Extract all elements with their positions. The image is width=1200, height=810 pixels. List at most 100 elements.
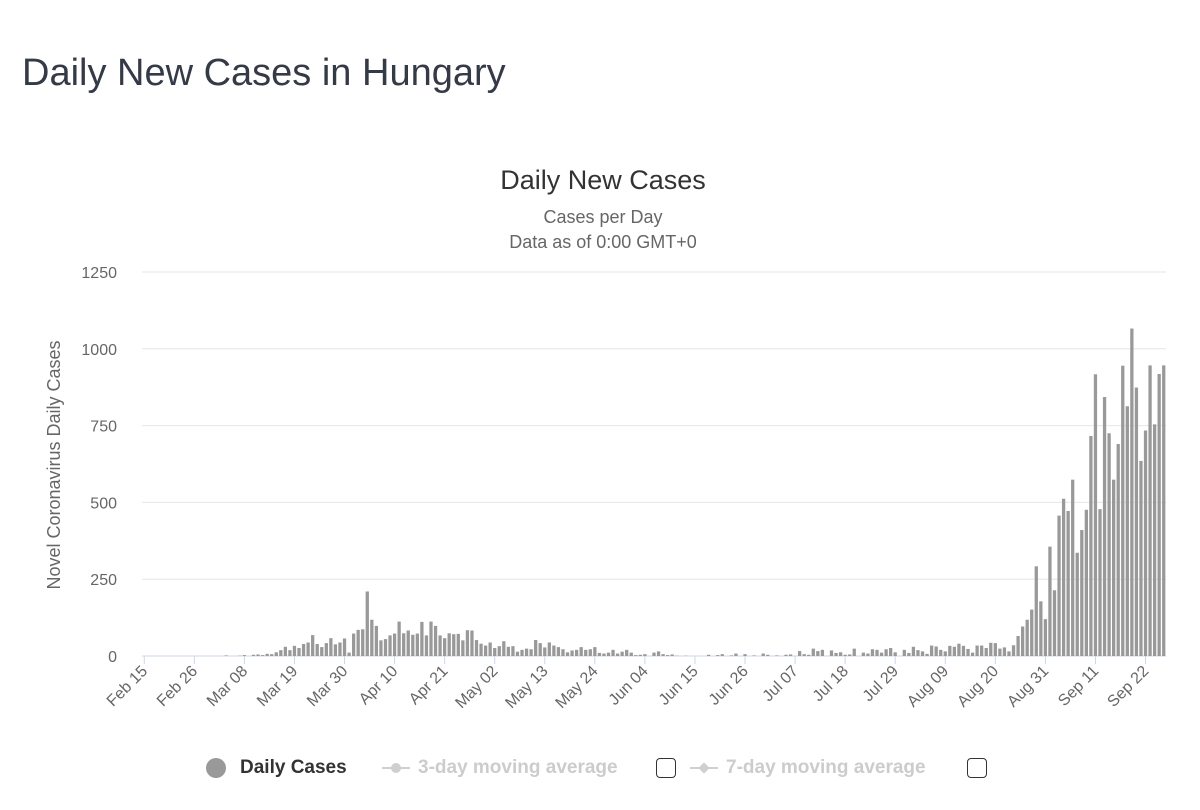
daily-cases-bar[interactable] <box>424 635 429 656</box>
daily-cases-bar[interactable] <box>479 643 483 656</box>
daily-cases-bar[interactable] <box>980 645 984 656</box>
daily-cases-bar[interactable] <box>470 630 474 657</box>
daily-cases-bar[interactable] <box>889 648 893 656</box>
daily-cases-bar[interactable] <box>351 633 356 656</box>
daily-cases-bar[interactable] <box>274 652 278 656</box>
daily-cases-bar[interactable] <box>720 654 724 656</box>
daily-cases-bar[interactable] <box>966 648 970 656</box>
daily-cases-bar[interactable] <box>383 639 388 656</box>
daily-cases-bar[interactable] <box>1066 511 1070 656</box>
daily-cases-bar[interactable] <box>392 633 397 656</box>
daily-cases-bar[interactable] <box>270 654 274 656</box>
daily-cases-bar[interactable] <box>506 646 511 656</box>
daily-cases-bar[interactable] <box>943 651 947 656</box>
daily-cases-bar[interactable] <box>415 633 419 656</box>
daily-cases-bar[interactable] <box>374 625 379 656</box>
daily-cases-bar[interactable] <box>611 649 615 656</box>
daily-cases-bar[interactable] <box>875 649 879 656</box>
daily-cases-bar[interactable] <box>1057 515 1061 656</box>
daily-cases-bar[interactable] <box>565 652 570 656</box>
daily-cases-bar[interactable] <box>1034 566 1038 656</box>
daily-cases-bar[interactable] <box>242 655 247 656</box>
daily-cases-bar[interactable] <box>297 648 301 656</box>
daily-cases-bar[interactable] <box>879 652 884 656</box>
daily-cases-bar[interactable] <box>884 649 888 656</box>
daily-cases-bar[interactable] <box>483 645 488 656</box>
daily-cases-bar[interactable] <box>993 643 997 656</box>
daily-cases-bar[interactable] <box>802 654 806 656</box>
daily-cases-bar[interactable] <box>347 652 351 656</box>
daily-cases-bar[interactable] <box>798 651 802 656</box>
daily-cases-bar[interactable] <box>656 651 661 656</box>
daily-cases-bar[interactable] <box>1143 430 1148 656</box>
daily-cases-bar[interactable] <box>975 645 979 656</box>
daily-cases-bar[interactable] <box>429 621 433 656</box>
daily-cases-bar[interactable] <box>989 642 993 656</box>
daily-cases-bar[interactable] <box>916 650 920 656</box>
daily-cases-bar[interactable] <box>1048 546 1052 656</box>
daily-cases-bar[interactable] <box>1130 328 1134 656</box>
daily-cases-bar[interactable] <box>861 652 865 656</box>
daily-cases-bar[interactable] <box>1098 509 1102 656</box>
daily-cases-bar[interactable] <box>1021 626 1025 656</box>
daily-cases-bar[interactable] <box>465 630 470 656</box>
daily-cases-bar[interactable] <box>961 645 966 656</box>
daily-cases-bar[interactable] <box>843 654 847 656</box>
daily-cases-bar[interactable] <box>443 638 447 656</box>
daily-cases-bar[interactable] <box>1016 636 1020 656</box>
daily-cases-bar[interactable] <box>670 654 674 656</box>
daily-cases-bar[interactable] <box>1134 387 1139 656</box>
daily-cases-bar[interactable] <box>1139 460 1143 656</box>
daily-cases-bar[interactable] <box>338 642 342 656</box>
daily-cases-bar[interactable] <box>538 643 542 656</box>
daily-cases-bar[interactable] <box>474 640 479 656</box>
daily-cases-bar[interactable] <box>260 655 265 656</box>
daily-cases-bar[interactable] <box>556 647 561 656</box>
daily-cases-bar[interactable] <box>570 650 574 656</box>
daily-cases-bar[interactable] <box>625 649 629 656</box>
legend-item-7-day-average[interactable]: 7-day moving average <box>690 750 926 786</box>
daily-cases-bar[interactable] <box>520 649 524 656</box>
daily-cases-bar[interactable] <box>643 654 647 656</box>
daily-cases-bar[interactable] <box>834 652 838 656</box>
daily-cases-bar[interactable] <box>433 625 438 656</box>
daily-cases-bar[interactable] <box>1089 436 1093 656</box>
daily-cases-bar[interactable] <box>456 633 460 656</box>
daily-cases-bar[interactable] <box>279 650 283 656</box>
daily-cases-bar[interactable] <box>634 655 638 656</box>
daily-cases-bar[interactable] <box>534 640 538 656</box>
daily-cases-bar[interactable] <box>652 652 656 656</box>
daily-cases-bar[interactable] <box>320 647 324 656</box>
daily-cases-bar[interactable] <box>524 648 529 656</box>
daily-cases-bar[interactable] <box>852 648 856 656</box>
daily-cases-bar[interactable] <box>1061 498 1066 656</box>
daily-cases-bar[interactable] <box>1157 373 1161 656</box>
daily-cases-bar[interactable] <box>1025 619 1029 656</box>
daily-cases-bar[interactable] <box>552 645 556 656</box>
daily-cases-bar[interactable] <box>911 646 916 656</box>
daily-cases-bar[interactable] <box>561 649 565 656</box>
daily-cases-bar[interactable] <box>1080 530 1084 656</box>
daily-cases-bar[interactable] <box>1116 444 1120 656</box>
daily-cases-bar[interactable] <box>925 653 929 656</box>
daily-cases-bar[interactable] <box>324 643 328 656</box>
daily-cases-bar[interactable] <box>311 635 315 656</box>
daily-cases-bar[interactable] <box>811 648 815 656</box>
daily-cases-bar[interactable] <box>929 645 934 656</box>
daily-cases-bar[interactable] <box>729 655 734 656</box>
daily-cases-bar[interactable] <box>934 646 938 656</box>
daily-cases-bar[interactable] <box>452 634 456 656</box>
daily-cases-bar[interactable] <box>716 655 720 656</box>
daily-cases-bar[interactable] <box>948 645 952 656</box>
daily-cases-bar[interactable] <box>511 646 515 656</box>
daily-cases-bar[interactable] <box>666 655 670 656</box>
daily-cases-bar[interactable] <box>256 654 260 656</box>
daily-cases-bar[interactable] <box>1007 651 1011 656</box>
daily-cases-bar[interactable] <box>461 640 465 656</box>
daily-cases-bar[interactable] <box>584 649 588 656</box>
daily-cases-bar[interactable] <box>1043 619 1048 656</box>
daily-cases-bar[interactable] <box>388 635 392 656</box>
daily-cases-bar[interactable] <box>379 640 383 656</box>
daily-cases-bar[interactable] <box>807 654 811 656</box>
daily-cases-bar[interactable] <box>333 644 338 656</box>
